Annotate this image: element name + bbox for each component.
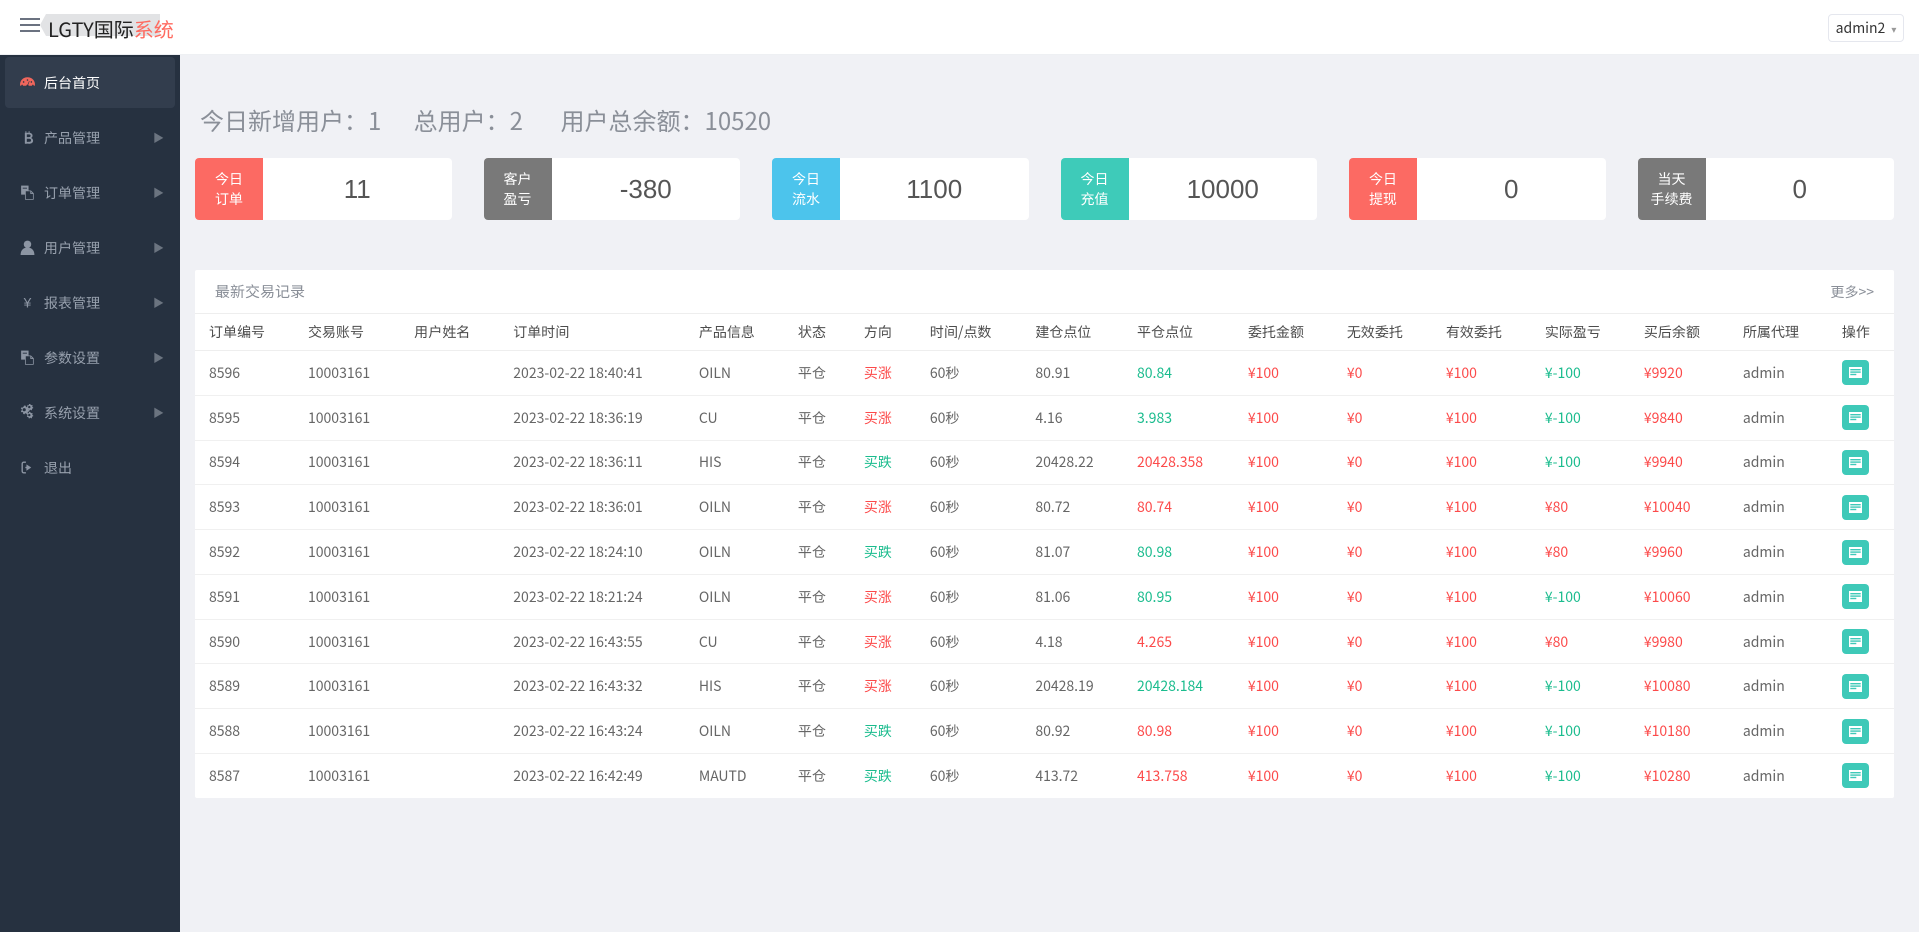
svg-text:¥: ¥ [23,294,32,310]
